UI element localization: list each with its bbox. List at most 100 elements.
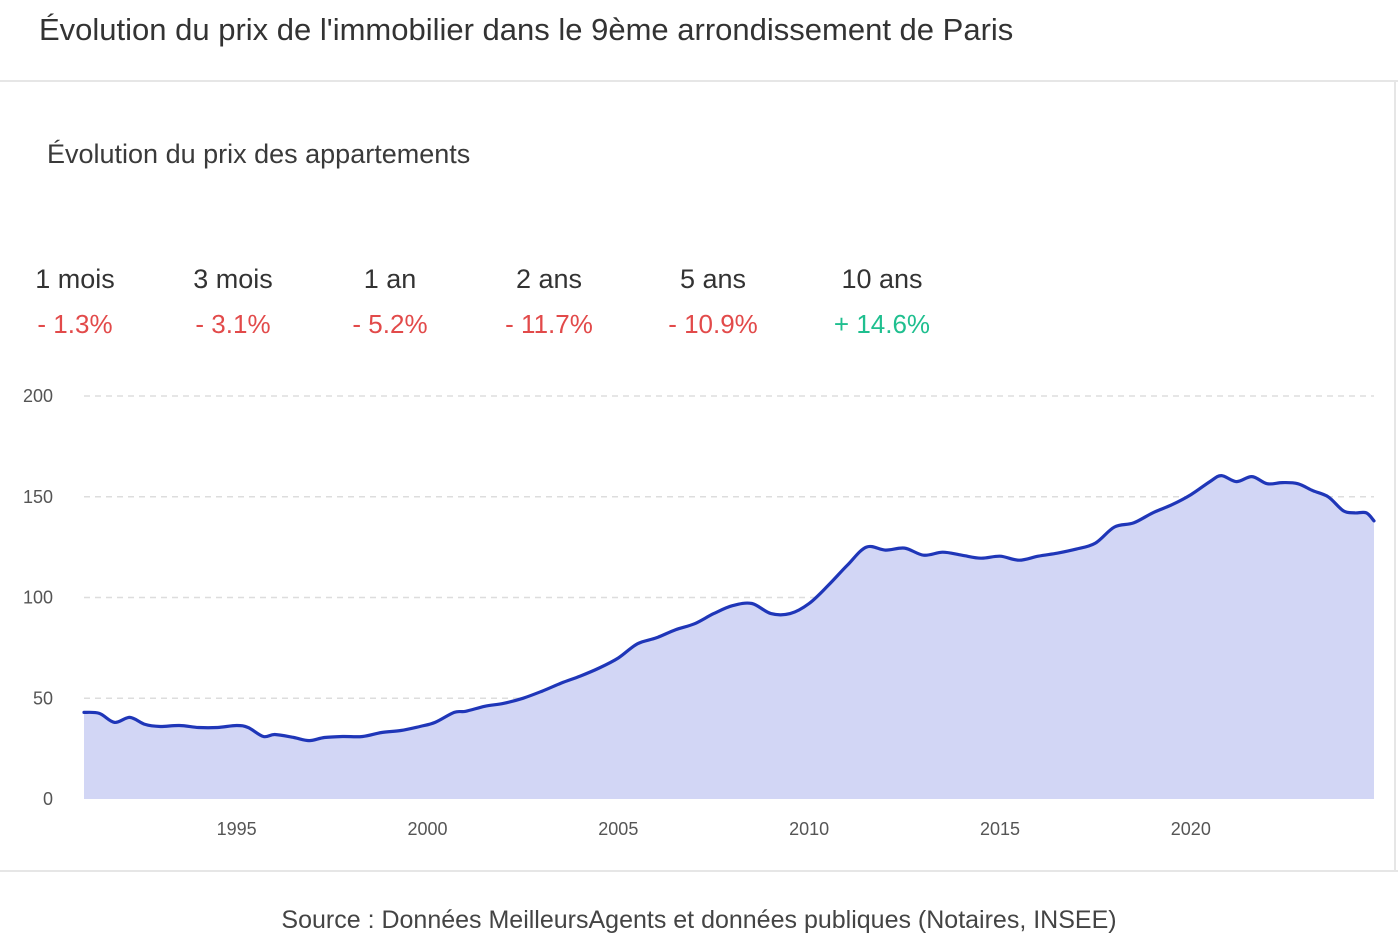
data-point xyxy=(1037,555,1039,557)
data-point xyxy=(178,724,180,726)
data-point xyxy=(1354,512,1356,514)
data-point xyxy=(159,725,161,727)
data-point xyxy=(381,731,383,733)
header-divider xyxy=(0,80,1398,82)
x-tick-label: 2015 xyxy=(980,819,1020,839)
data-point xyxy=(560,682,562,684)
data-point xyxy=(846,564,848,566)
y-tick-label: 200 xyxy=(23,386,53,406)
data-point xyxy=(961,554,963,556)
stat-1-an: 1 an - 5.2% xyxy=(305,260,475,342)
area-layer xyxy=(82,474,1376,799)
data-point xyxy=(1342,510,1344,512)
y-tick-label: 0 xyxy=(43,789,53,809)
data-point xyxy=(293,736,295,738)
x-tick-label: 2005 xyxy=(598,819,638,839)
data-point xyxy=(129,716,131,718)
data-point xyxy=(465,710,467,712)
data-point xyxy=(1018,559,1020,561)
stat-value: + 14.6% xyxy=(833,309,931,339)
data-point xyxy=(865,546,867,548)
data-point xyxy=(1132,522,1134,524)
data-point xyxy=(694,623,696,625)
page-title: Évolution du prix de l'immobilier dans l… xyxy=(39,12,1014,47)
data-point xyxy=(655,637,657,639)
data-point xyxy=(1094,542,1096,544)
data-point xyxy=(236,724,238,726)
data-point xyxy=(732,604,734,606)
data-point xyxy=(197,726,199,728)
data-point xyxy=(1312,490,1314,492)
data-point xyxy=(1113,526,1115,528)
data-point xyxy=(770,612,772,614)
data-point xyxy=(617,657,619,659)
data-point xyxy=(808,602,810,604)
data-point xyxy=(1220,474,1222,476)
data-point xyxy=(1190,494,1192,496)
data-point xyxy=(323,736,325,738)
data-point xyxy=(636,643,638,645)
data-point xyxy=(1365,512,1367,514)
data-point xyxy=(903,547,905,549)
data-point xyxy=(1281,481,1283,483)
y-tick-label: 50 xyxy=(33,688,53,708)
stat-value: - 11.7% xyxy=(505,309,593,339)
price-chart: 0 50 100 150 200 1995 2000 2005 2010 2015 2020 xyxy=(23,386,1376,839)
x-tick-label: 2020 xyxy=(1171,819,1211,839)
data-point xyxy=(598,667,600,669)
data-point xyxy=(579,675,581,677)
data-point xyxy=(274,733,276,735)
y-axis: 0 50 100 150 200 xyxy=(23,386,53,809)
stat-value: - 3.1% xyxy=(195,309,271,339)
data-point xyxy=(884,549,886,551)
grid-layer xyxy=(84,395,1374,699)
stat-2-ans: 2 ans - 11.7% xyxy=(464,260,634,342)
data-point xyxy=(999,555,1001,557)
data-point xyxy=(1056,552,1058,554)
data-point xyxy=(1235,480,1237,482)
stat-label: 2 ans xyxy=(515,264,583,294)
x-tick-label: 1995 xyxy=(217,819,257,839)
data-point xyxy=(216,726,218,728)
y-tick-label: 150 xyxy=(23,487,53,507)
data-point xyxy=(247,726,249,728)
data-point xyxy=(1297,483,1299,485)
stat-5-ans: 5 ans - 10.9% xyxy=(628,260,798,342)
card-right-border xyxy=(1394,80,1396,872)
series-line xyxy=(82,474,1376,743)
stat-label: 10 ans xyxy=(841,264,923,294)
data-point xyxy=(980,557,982,559)
x-tick-label: 2010 xyxy=(789,819,829,839)
data-point xyxy=(400,729,402,731)
data-point xyxy=(1151,512,1153,514)
data-point xyxy=(827,584,829,586)
data-point xyxy=(113,721,115,723)
series-area-fill xyxy=(84,475,1374,799)
stat-label: 3 mois xyxy=(193,264,273,294)
data-point xyxy=(342,735,344,737)
data-point xyxy=(751,602,753,604)
stat-10-ans: 10 ans + 14.6% xyxy=(797,260,967,342)
data-point xyxy=(789,612,791,614)
data-point xyxy=(98,712,100,714)
y-tick-label: 100 xyxy=(23,588,53,608)
data-point xyxy=(503,702,505,704)
data-point xyxy=(361,735,363,737)
data-point xyxy=(942,551,944,553)
source-note: Source : Données MeilleursAgents et donn… xyxy=(281,906,1117,934)
stat-value: - 1.3% xyxy=(37,309,113,339)
data-point xyxy=(1373,520,1375,522)
data-point xyxy=(522,697,524,699)
data-point xyxy=(434,721,436,723)
stat-label: 5 ans xyxy=(679,264,747,294)
data-point xyxy=(1251,475,1253,477)
data-point xyxy=(922,554,924,556)
data-point xyxy=(308,739,310,741)
data-point xyxy=(713,612,715,614)
data-point xyxy=(674,629,676,631)
data-point xyxy=(1075,548,1077,550)
x-axis: 1995 2000 2005 2010 2015 2020 xyxy=(217,819,1211,839)
data-point xyxy=(1171,504,1173,506)
x-tick-label: 2000 xyxy=(407,819,447,839)
stat-3-mois: 3 mois - 3.1% xyxy=(148,260,318,342)
